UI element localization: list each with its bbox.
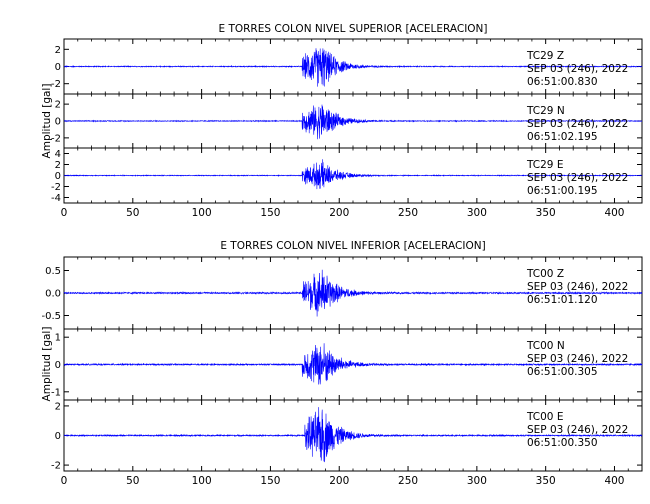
y-tick-label: 0 [55,117,61,128]
x-tick-label: 250 [398,475,418,487]
trace-date-label: SEP 03 (246), 2022 [527,424,628,436]
x-tick-label: 50 [126,207,139,219]
x-tick-label: 150 [260,475,280,487]
y-tick-label: -2 [51,461,61,472]
trace-time-label: 06:51:00.350 [527,437,598,449]
trace-station-label: TC00 Z [526,268,564,280]
trace-time-label: 06:51:00.305 [527,366,598,378]
trace-date-label: SEP 03 (246), 2022 [527,172,628,184]
y-tick-label: -2 [51,182,61,193]
y-tick-label: 2 [55,401,61,412]
trace-time-label: 06:51:02.195 [527,131,598,143]
y-axis-label: Amplitud [gal] [41,84,53,159]
chart-title: E TORRES COLON NIVEL SUPERIOR [ACELERACI… [218,23,487,35]
trace-station-label: TC29 Z [526,50,564,62]
x-tick-label: 200 [329,207,349,219]
y-tick-label: -0.5 [41,311,61,322]
x-tick-label: 200 [329,475,349,487]
waveform-trace [63,104,643,140]
trace-station-label: TC29 N [526,105,565,117]
trace-time-label: 06:51:00.830 [527,76,598,88]
x-tick-label: 150 [260,207,280,219]
x-tick-label: 250 [398,207,418,219]
y-tick-label: -2 [51,79,61,90]
trace-date-label: SEP 03 (246), 2022 [527,118,628,130]
trace-date-label: SEP 03 (246), 2022 [527,281,628,293]
trace-time-label: 06:51:00.195 [527,185,598,197]
y-tick-label: 0.0 [45,289,61,300]
trace-time-label: 06:51:01.120 [527,294,598,306]
y-tick-label: 0 [55,62,61,73]
waveform-trace [64,48,643,87]
y-tick-label: 2 [55,45,61,56]
x-tick-label: 400 [604,475,624,487]
y-tick-label: 0 [55,360,61,371]
trace-station-label: TC00 E [526,411,563,423]
x-tick-label: 0 [61,475,68,487]
x-tick-label: 300 [467,475,487,487]
chart-title: E TORRES COLON NIVEL INFERIOR [ACELERACI… [220,240,485,252]
waveform-trace [63,343,643,385]
waveform-trace [63,159,643,190]
y-tick-label: -1 [51,387,61,398]
y-tick-label: 2 [55,160,61,171]
x-tick-label: 0 [61,207,68,219]
waveform-trace [63,269,643,317]
chart-group-1: E TORRES COLON NIVEL SUPERIOR [ACELERACI… [41,23,643,219]
y-tick-label: 0.5 [45,266,61,277]
y-tick-label: 1 [55,333,61,344]
chart-group-2: E TORRES COLON NIVEL INFERIOR [ACELERACI… [41,240,643,487]
y-tick-label: -2 [51,133,61,144]
trace-station-label: TC29 E [526,159,563,171]
waveform-trace [63,407,643,463]
x-tick-label: 100 [192,475,212,487]
x-tick-label: 300 [467,207,487,219]
x-tick-label: 50 [126,475,139,487]
y-tick-label: 0 [55,431,61,442]
y-tick-label: 2 [55,100,61,111]
x-tick-label: 100 [192,207,212,219]
y-tick-label: 0 [55,171,61,182]
x-tick-label: 350 [536,207,556,219]
x-tick-label: 400 [604,207,624,219]
y-tick-label: 4 [55,149,61,160]
y-tick-label: -4 [51,193,61,204]
trace-station-label: TC00 N [526,340,565,352]
trace-date-label: SEP 03 (246), 2022 [527,353,628,365]
x-tick-label: 350 [536,475,556,487]
trace-date-label: SEP 03 (246), 2022 [527,63,628,75]
y-axis-label: Amplitud [gal] [41,327,53,402]
